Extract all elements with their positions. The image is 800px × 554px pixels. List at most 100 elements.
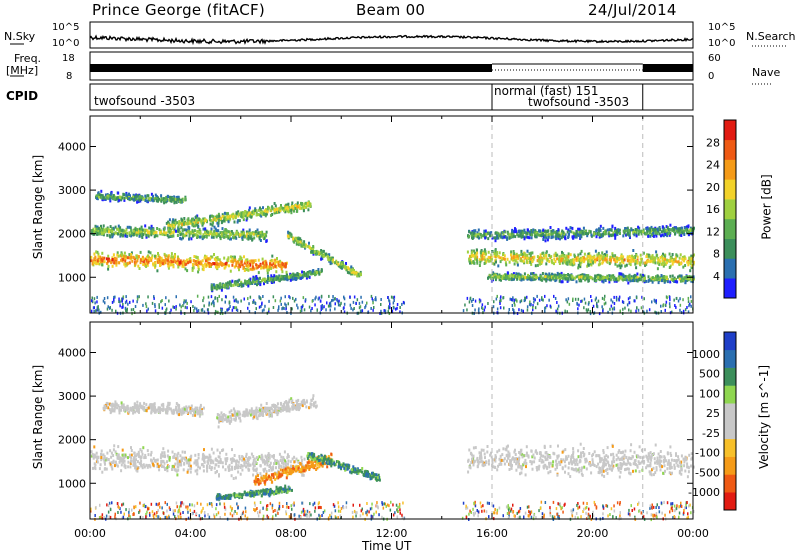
power-ground-cell <box>196 294 199 298</box>
velocity-echo-cell <box>245 455 248 459</box>
power-echo-cell <box>106 233 109 237</box>
power-echo-cell <box>179 236 182 240</box>
power-echo-cell <box>615 277 617 281</box>
power-echo-cell <box>259 206 261 210</box>
power-echo-cell <box>604 232 607 236</box>
power-ground-cell <box>526 308 529 312</box>
power-echo-cell <box>532 228 535 232</box>
power-echo-cell <box>599 254 602 258</box>
power-echo-cell <box>578 258 581 261</box>
power-echo-cell <box>119 196 122 200</box>
power-echo-cell <box>231 213 234 217</box>
power-echo-cell <box>493 272 496 276</box>
power-echo-cell <box>265 208 267 212</box>
power-echo-cell <box>245 210 248 214</box>
power-echo-cell <box>520 235 523 239</box>
power-echo-cell <box>114 258 116 262</box>
power-echo-cell <box>605 250 608 254</box>
power-echo-cell <box>243 235 246 239</box>
velocity-echo-cell <box>197 465 200 469</box>
power-echo-cell <box>692 253 695 257</box>
power-echo-cell <box>226 281 229 285</box>
power-echo-cell <box>538 277 540 281</box>
power-ground-cell <box>337 303 340 307</box>
velocity-echo-cell <box>181 450 184 454</box>
power-ground-cell <box>519 300 521 304</box>
power-echo-cell <box>601 279 604 283</box>
power-echo-cell <box>205 229 208 233</box>
power-echo-cell <box>167 220 170 224</box>
power-echo-cell <box>616 256 619 260</box>
velocity-echo-cell <box>111 467 114 471</box>
power-echo-cell <box>204 230 206 234</box>
power-echo-cell <box>662 264 665 268</box>
power-echo-cell <box>613 258 616 262</box>
power-echo-cell <box>525 258 528 262</box>
power-echo-cell <box>674 280 677 284</box>
power-ground-cell <box>660 310 662 313</box>
power-echo-cell <box>242 228 245 232</box>
power-echo-cell <box>471 250 474 254</box>
power-echo-cell <box>125 262 128 266</box>
power-echo-cell <box>95 225 98 229</box>
power-ground-cell <box>630 309 632 313</box>
power-echo-cell <box>215 215 218 219</box>
power-ground-cell <box>387 296 389 299</box>
power-ground-cell <box>366 301 368 305</box>
power-echo-cell <box>223 230 226 234</box>
velocity-echo-cell <box>195 463 198 467</box>
power-echo-cell <box>193 255 196 258</box>
power-echo-cell <box>181 222 184 226</box>
velocity-echo-cell <box>284 463 287 466</box>
power-ground-cell <box>258 305 261 309</box>
power-echo-cell <box>356 273 359 277</box>
power-ground-cell <box>392 301 395 305</box>
power-echo-cell <box>121 228 124 232</box>
power-echo-cell <box>546 238 549 242</box>
power-echo-cell <box>556 276 559 280</box>
power-echo-cell <box>184 220 186 224</box>
power-echo-cell <box>126 225 129 229</box>
power-echo-cell <box>573 232 576 236</box>
velocity-echo-cell <box>167 449 170 453</box>
power-ground-cell <box>372 299 374 302</box>
power-echo-cell <box>197 270 200 274</box>
power-echo-cell <box>289 233 292 237</box>
power-echo-cell <box>587 252 590 256</box>
power-echo-cell <box>312 248 314 252</box>
power-ground-cell <box>236 309 239 312</box>
power-echo-cell <box>599 228 602 232</box>
power-ground-cell <box>252 300 255 304</box>
power-ground-cell <box>353 307 355 310</box>
power-echo-cell <box>561 261 564 265</box>
power-echo-cell <box>139 232 142 236</box>
power-ground-cell <box>619 309 621 313</box>
power-echo-cell <box>109 197 112 201</box>
power-echo-cell <box>341 265 344 268</box>
power-echo-cell <box>654 230 657 234</box>
power-echo-cell <box>303 272 306 276</box>
power-echo-cell <box>523 235 526 239</box>
power-echo-cell <box>217 212 220 216</box>
power-echo-cell <box>238 213 241 217</box>
power-echo-cell <box>248 206 251 210</box>
velocity-echo-cell <box>268 456 271 460</box>
power-ground-cell <box>213 301 215 305</box>
power-echo-cell <box>257 271 260 275</box>
power-echo-cell <box>167 264 170 268</box>
power-ground-cell <box>90 309 93 313</box>
power-echo-cell <box>582 277 585 280</box>
power-echo-cell <box>258 208 261 212</box>
power-echo-cell <box>183 234 186 238</box>
power-echo-cell <box>503 254 506 258</box>
power-echo-cell <box>209 232 212 236</box>
power-echo-cell <box>510 232 513 236</box>
power-echo-cell <box>136 259 139 263</box>
power-echo-cell <box>113 197 116 201</box>
power-echo-cell <box>141 257 144 261</box>
power-echo-cell <box>300 206 303 210</box>
power-ground-cell <box>635 296 638 300</box>
power-ground-cell <box>180 305 182 309</box>
power-echo-cell <box>226 259 229 262</box>
power-echo-cell <box>523 237 526 241</box>
